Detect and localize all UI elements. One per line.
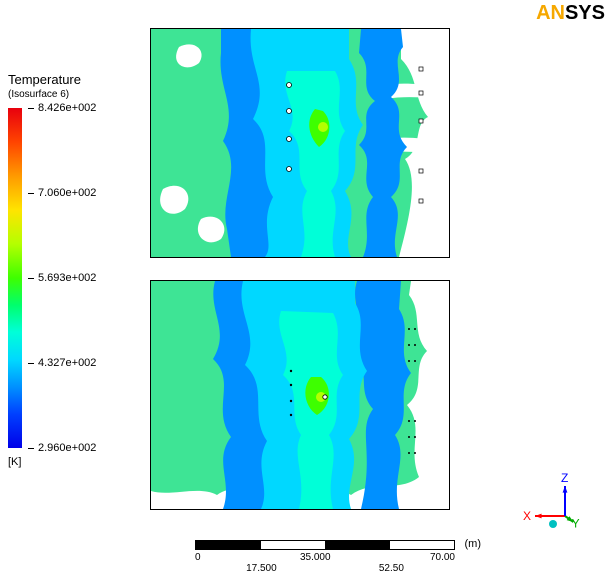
scale-bar-unit: (m) (465, 538, 482, 550)
scale-label: 52.50 (379, 563, 404, 574)
colorbar-tick: 8.426e+002 (28, 102, 96, 114)
legend-subtitle: (Isosurface 6) (8, 89, 138, 100)
ansys-logo: ANSYS (536, 2, 605, 25)
scale-bar: 0 35.000 70.00 17.500 52.50 (m) (195, 540, 455, 574)
axis-triad: X Y Z (515, 456, 595, 546)
scale-label: 0 (195, 552, 201, 563)
colorbar-tick: 5.693e+002 (28, 272, 96, 284)
legend-title: Temperature (8, 72, 138, 87)
colorbar-tick: 4.327e+002 (28, 357, 96, 369)
temperature-legend: Temperature (Isosurface 6) 8.426e+002 7.0… (8, 72, 138, 468)
colorbar (8, 108, 22, 448)
legend-body: 8.426e+0027.060e+0025.693e+0024.327e+002… (8, 108, 138, 448)
colorbar-tick: 2.960e+002 (28, 442, 96, 454)
legend-unit: [K] (8, 456, 138, 468)
contour-plots (150, 28, 450, 532)
scale-label: 17.500 (246, 563, 277, 574)
svg-text:Y: Y (572, 517, 580, 531)
scale-bar-segments (195, 540, 455, 550)
scale-label: 70.00 (430, 552, 455, 563)
contour-plot-bottom (150, 280, 450, 510)
logo-suffix: SYS (565, 2, 605, 24)
contour-plot-top (150, 28, 450, 258)
svg-text:Z: Z (561, 471, 568, 485)
scale-label: 35.000 (300, 552, 331, 563)
colorbar-tick: 7.060e+002 (28, 187, 96, 199)
scale-bar-minor-labels: 17.500 52.50 (195, 563, 455, 574)
logo-prefix: AN (536, 2, 565, 24)
scale-bar-major-labels: 0 35.000 70.00 (195, 552, 455, 563)
svg-text:X: X (523, 509, 531, 523)
colorbar-ticks: 8.426e+0027.060e+0025.693e+0024.327e+002… (28, 108, 138, 448)
